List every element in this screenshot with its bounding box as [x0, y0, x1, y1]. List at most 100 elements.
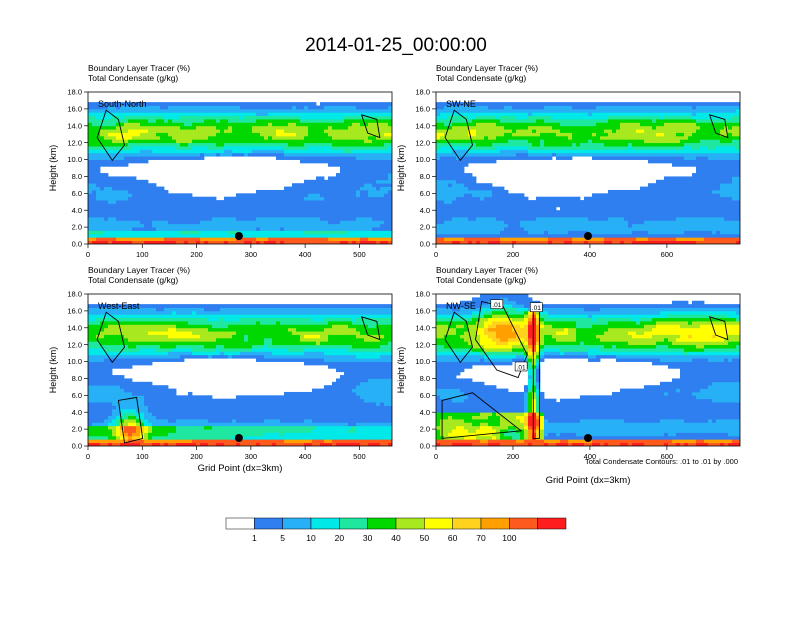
heatmap-cell — [436, 173, 440, 177]
heatmap-cell — [464, 230, 468, 234]
heatmap-cell — [544, 217, 548, 221]
heatmap-cell — [684, 230, 688, 234]
heatmap-cell — [188, 214, 192, 218]
heatmap-cell — [232, 203, 236, 207]
heatmap-cell — [348, 234, 352, 238]
heatmap-cell — [572, 227, 576, 231]
heatmap-cell — [232, 126, 236, 130]
heatmap-cell — [300, 119, 304, 123]
heatmap-cell — [128, 227, 132, 231]
heatmap-cell — [356, 176, 360, 180]
heatmap-cell — [492, 136, 496, 140]
heatmap-cell — [208, 139, 212, 143]
heatmap-cell — [584, 207, 588, 211]
heatmap-cell — [512, 237, 516, 241]
heatmap-cell — [368, 112, 372, 116]
heatmap-cell — [292, 227, 296, 231]
heatmap-cell — [172, 146, 176, 150]
heatmap-cell — [364, 163, 368, 167]
heatmap-cell — [168, 116, 172, 120]
heatmap-cell — [200, 112, 204, 116]
heatmap-cell — [544, 119, 548, 123]
heatmap-cell — [516, 119, 520, 123]
heatmap-cell — [520, 129, 524, 133]
heatmap-cell — [552, 220, 556, 224]
heatmap-cell — [112, 149, 116, 153]
heatmap-cell — [104, 176, 108, 180]
heatmap-cell — [464, 180, 468, 184]
heatmap-cell — [488, 146, 492, 150]
heatmap-cell — [320, 197, 324, 201]
heatmap-cell — [588, 106, 592, 110]
heatmap-cell — [244, 136, 248, 140]
heatmap-cell — [112, 224, 116, 228]
heatmap-cell — [688, 230, 692, 234]
heatmap-cell — [452, 197, 456, 201]
heatmap-cell — [104, 217, 108, 221]
heatmap-cell — [108, 183, 112, 187]
heatmap-cell — [324, 210, 328, 214]
heatmap-cell — [376, 207, 380, 211]
heatmap-cell — [456, 129, 460, 133]
heatmap-cell — [572, 230, 576, 234]
heatmap-cell — [452, 136, 456, 140]
heatmap-cell — [260, 220, 264, 224]
heatmap-cell — [564, 149, 568, 153]
heatmap-cell — [500, 129, 504, 133]
heatmap-cell — [372, 143, 376, 147]
heatmap-cell — [548, 234, 552, 238]
heatmap-cell — [520, 237, 524, 241]
heatmap-cell — [636, 203, 640, 207]
heatmap-cell — [612, 116, 616, 120]
heatmap-cell — [172, 156, 176, 160]
heatmap-cell — [92, 210, 96, 214]
heatmap-cell — [212, 200, 216, 204]
heatmap-cell — [372, 207, 376, 211]
heatmap-cell — [536, 200, 540, 204]
heatmap-cell — [448, 163, 452, 167]
heatmap-cell — [100, 133, 104, 137]
heatmap-cell — [628, 156, 632, 160]
heatmap-cell — [276, 126, 280, 130]
heatmap-cell — [592, 227, 596, 231]
heatmap-cell — [580, 149, 584, 153]
heatmap-cell — [204, 119, 208, 123]
heatmap-cell — [532, 109, 536, 113]
heatmap-cell — [472, 187, 476, 191]
heatmap-cell — [112, 163, 116, 167]
heatmap-cell — [560, 156, 564, 160]
heatmap-cell — [668, 190, 672, 194]
heatmap-cell — [276, 149, 280, 153]
heatmap-cell — [300, 220, 304, 224]
heatmap-cell — [344, 197, 348, 201]
heatmap-cell — [268, 200, 272, 204]
heatmap-cell — [188, 210, 192, 214]
heatmap-cell — [340, 116, 344, 120]
heatmap-cell — [300, 224, 304, 228]
heatmap-cell — [268, 153, 272, 157]
heatmap-cell — [564, 234, 568, 238]
heatmap-cell — [524, 122, 528, 126]
heatmap-cell — [592, 203, 596, 207]
heatmap-cell — [484, 210, 488, 214]
heatmap-cell — [448, 193, 452, 197]
x-tick-label: 200 — [190, 250, 203, 259]
heatmap-cell — [460, 173, 464, 177]
heatmap-cell — [448, 176, 452, 180]
heatmap-cell — [564, 224, 568, 228]
heatmap-cell — [280, 146, 284, 150]
heatmap-cell — [144, 139, 148, 143]
heatmap-cell — [352, 217, 356, 221]
heatmap-cell — [212, 203, 216, 207]
heatmap-cell — [320, 217, 324, 221]
heatmap-cell — [608, 237, 612, 241]
heatmap-cell — [160, 187, 164, 191]
heatmap-cell — [520, 153, 524, 157]
heatmap-cell — [204, 149, 208, 153]
heatmap-cell — [460, 163, 464, 167]
heatmap-cell — [480, 133, 484, 137]
heatmap-cell — [324, 197, 328, 201]
heatmap-cell — [356, 149, 360, 153]
heatmap-cell — [660, 109, 664, 113]
heatmap-cell — [528, 153, 532, 157]
